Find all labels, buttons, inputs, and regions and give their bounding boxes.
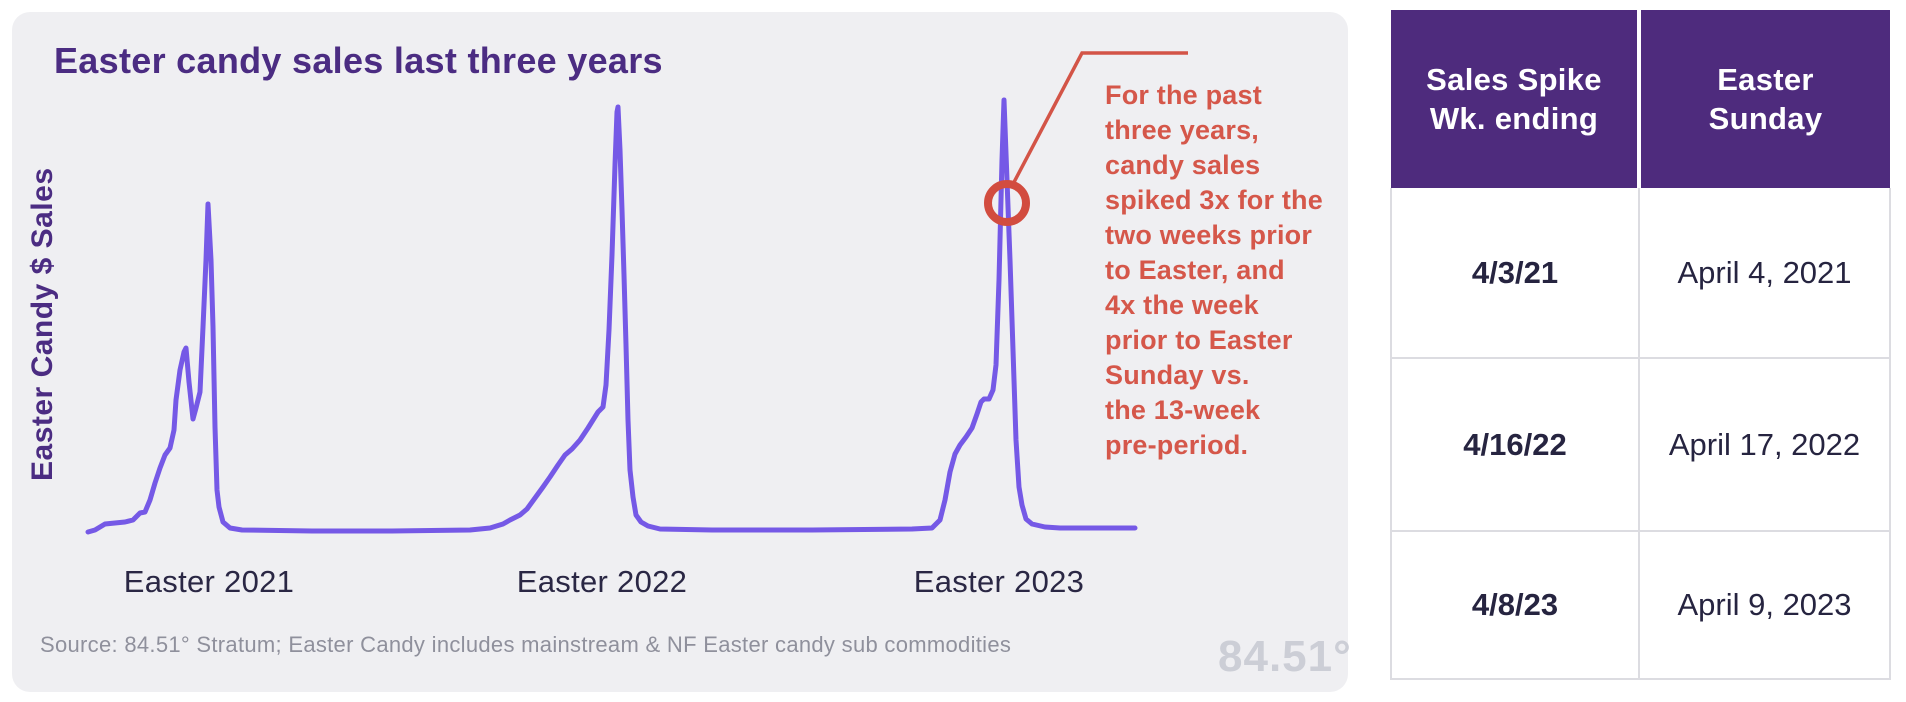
- annotation-callout-line: [1010, 51, 1188, 187]
- spike-week-cell: 4/16/22: [1390, 357, 1640, 532]
- x-tick-easter-2021: Easter 2021: [123, 564, 295, 599]
- easter-date-cell: April 9, 2023: [1638, 530, 1891, 680]
- header-easter-sunday: Easter Sunday: [1639, 10, 1890, 188]
- easter-date-cell: April 4, 2021: [1638, 188, 1891, 359]
- annotation-text: For the past three years, candy sales sp…: [1105, 80, 1323, 460]
- x-tick-easter-2022: Easter 2022: [516, 564, 688, 599]
- table-header-row: Sales Spike Wk. ending Easter Sunday: [1391, 10, 1890, 188]
- easter-date-cell: April 17, 2022: [1638, 357, 1891, 532]
- chart-title: Easter candy sales last three years: [54, 40, 663, 81]
- header-sales-spike-week: Sales Spike Wk. ending: [1391, 10, 1641, 188]
- spike-week-cell: 4/8/23: [1390, 530, 1640, 680]
- x-tick-easter-2023: Easter 2023: [913, 564, 1085, 599]
- spike-week-cell: 4/3/21: [1390, 188, 1640, 359]
- table-row: 4/16/22 April 17, 2022: [1390, 357, 1891, 532]
- table-row: 4/3/21 April 4, 2021: [1390, 188, 1891, 359]
- sales-line-series: [85, 97, 1138, 535]
- chart-card: Easter candy sales last three years East…: [12, 12, 1351, 692]
- spike-highlight-circle: [984, 180, 1030, 226]
- sales-line-chart: [85, 51, 1188, 535]
- brand-logo-8451: 84.51°: [1218, 632, 1352, 681]
- sales-spike-table: Sales Spike Wk. ending Easter Sunday 4/3…: [1390, 10, 1891, 680]
- table-row: 4/8/23 April 9, 2023: [1390, 530, 1891, 680]
- table-body: 4/3/21 April 4, 2021 4/16/22 April 17, 2022…: [1390, 188, 1891, 680]
- source-note: Source: 84.51° Stratum; Easter Candy inc…: [40, 632, 1012, 657]
